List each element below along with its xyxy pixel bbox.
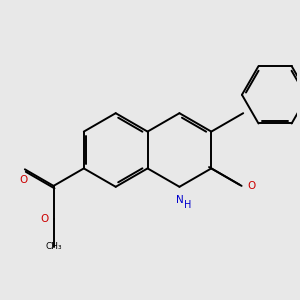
Text: O: O: [247, 181, 255, 191]
Text: CH₃: CH₃: [45, 242, 62, 251]
Text: N: N: [176, 195, 183, 205]
Text: H: H: [184, 200, 191, 210]
Text: O: O: [40, 214, 48, 224]
Text: O: O: [19, 175, 28, 184]
